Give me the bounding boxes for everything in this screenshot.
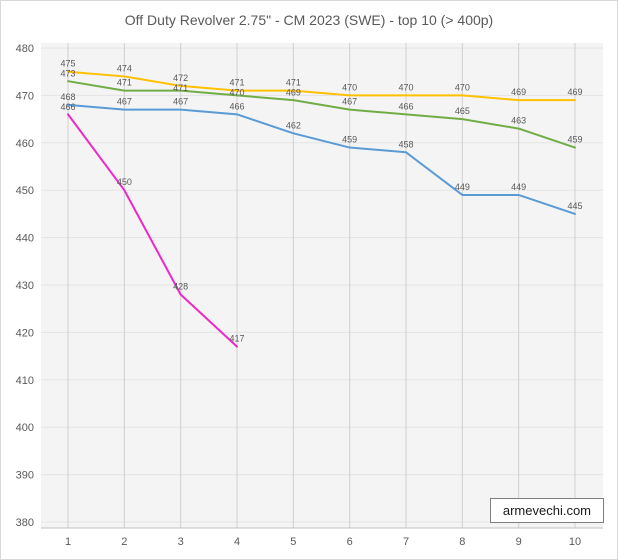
svg-text:471: 471 bbox=[286, 78, 301, 88]
svg-text:466: 466 bbox=[229, 101, 244, 111]
svg-text:6: 6 bbox=[347, 536, 353, 548]
axis-tick-labels: 380 390 400 410 420 430 440 450 460 470 480 1 2 3 4 5 6 7… bbox=[16, 43, 581, 548]
svg-text:466: 466 bbox=[398, 101, 413, 111]
svg-text:475: 475 bbox=[60, 59, 75, 69]
svg-text:410: 410 bbox=[16, 375, 34, 387]
svg-text:472: 472 bbox=[173, 73, 188, 83]
svg-text:463: 463 bbox=[511, 116, 526, 126]
plot-area-gridlines bbox=[41, 43, 603, 529]
svg-text:458: 458 bbox=[398, 139, 413, 149]
chart-title: Off Duty Revolver 2.75" - CM 2023 (SWE) … bbox=[125, 12, 493, 28]
svg-text:462: 462 bbox=[286, 120, 301, 130]
svg-text:470: 470 bbox=[455, 82, 470, 92]
svg-text:2: 2 bbox=[121, 536, 127, 548]
svg-text:460: 460 bbox=[16, 138, 34, 150]
svg-text:417: 417 bbox=[229, 334, 244, 344]
svg-text:8: 8 bbox=[459, 536, 465, 548]
svg-text:440: 440 bbox=[16, 233, 34, 245]
svg-text:4: 4 bbox=[234, 536, 240, 548]
svg-text:430: 430 bbox=[16, 280, 34, 292]
svg-text:449: 449 bbox=[455, 182, 470, 192]
svg-text:473: 473 bbox=[60, 69, 75, 79]
svg-text:428: 428 bbox=[173, 281, 188, 291]
svg-text:471: 471 bbox=[229, 78, 244, 88]
svg-text:470: 470 bbox=[398, 82, 413, 92]
svg-text:10: 10 bbox=[569, 536, 581, 548]
svg-text:459: 459 bbox=[342, 135, 357, 145]
svg-text:470: 470 bbox=[16, 90, 34, 102]
svg-text:467: 467 bbox=[342, 97, 357, 107]
svg-text:480: 480 bbox=[16, 43, 34, 55]
svg-text:474: 474 bbox=[117, 63, 132, 73]
svg-text:420: 420 bbox=[16, 327, 34, 339]
svg-text:450: 450 bbox=[117, 177, 132, 187]
svg-text:445: 445 bbox=[567, 201, 582, 211]
svg-text:9: 9 bbox=[516, 536, 522, 548]
svg-text:468: 468 bbox=[60, 92, 75, 102]
svg-text:470: 470 bbox=[229, 88, 244, 98]
svg-text:3: 3 bbox=[178, 536, 184, 548]
svg-text:5: 5 bbox=[290, 536, 296, 548]
svg-text:471: 471 bbox=[117, 78, 132, 88]
svg-text:450: 450 bbox=[16, 185, 34, 197]
svg-text:465: 465 bbox=[455, 106, 470, 116]
svg-text:470: 470 bbox=[342, 82, 357, 92]
data-labels: 4754734684664744714674504724714674284714… bbox=[60, 59, 582, 344]
svg-text:390: 390 bbox=[16, 470, 34, 482]
svg-text:449: 449 bbox=[511, 182, 526, 192]
svg-text:471: 471 bbox=[173, 83, 188, 93]
svg-text:469: 469 bbox=[567, 87, 582, 97]
svg-text:467: 467 bbox=[117, 97, 132, 107]
svg-text:467: 467 bbox=[173, 97, 188, 107]
watermark: armevechi.com bbox=[489, 498, 604, 523]
series-lines bbox=[67, 70, 576, 348]
svg-text:469: 469 bbox=[286, 88, 301, 98]
svg-text:380: 380 bbox=[16, 517, 34, 529]
svg-text:469: 469 bbox=[511, 87, 526, 97]
svg-text:466: 466 bbox=[60, 102, 75, 112]
svg-text:459: 459 bbox=[567, 135, 582, 145]
svg-text:400: 400 bbox=[16, 422, 34, 434]
svg-text:7: 7 bbox=[403, 536, 409, 548]
svg-text:1: 1 bbox=[65, 536, 71, 548]
